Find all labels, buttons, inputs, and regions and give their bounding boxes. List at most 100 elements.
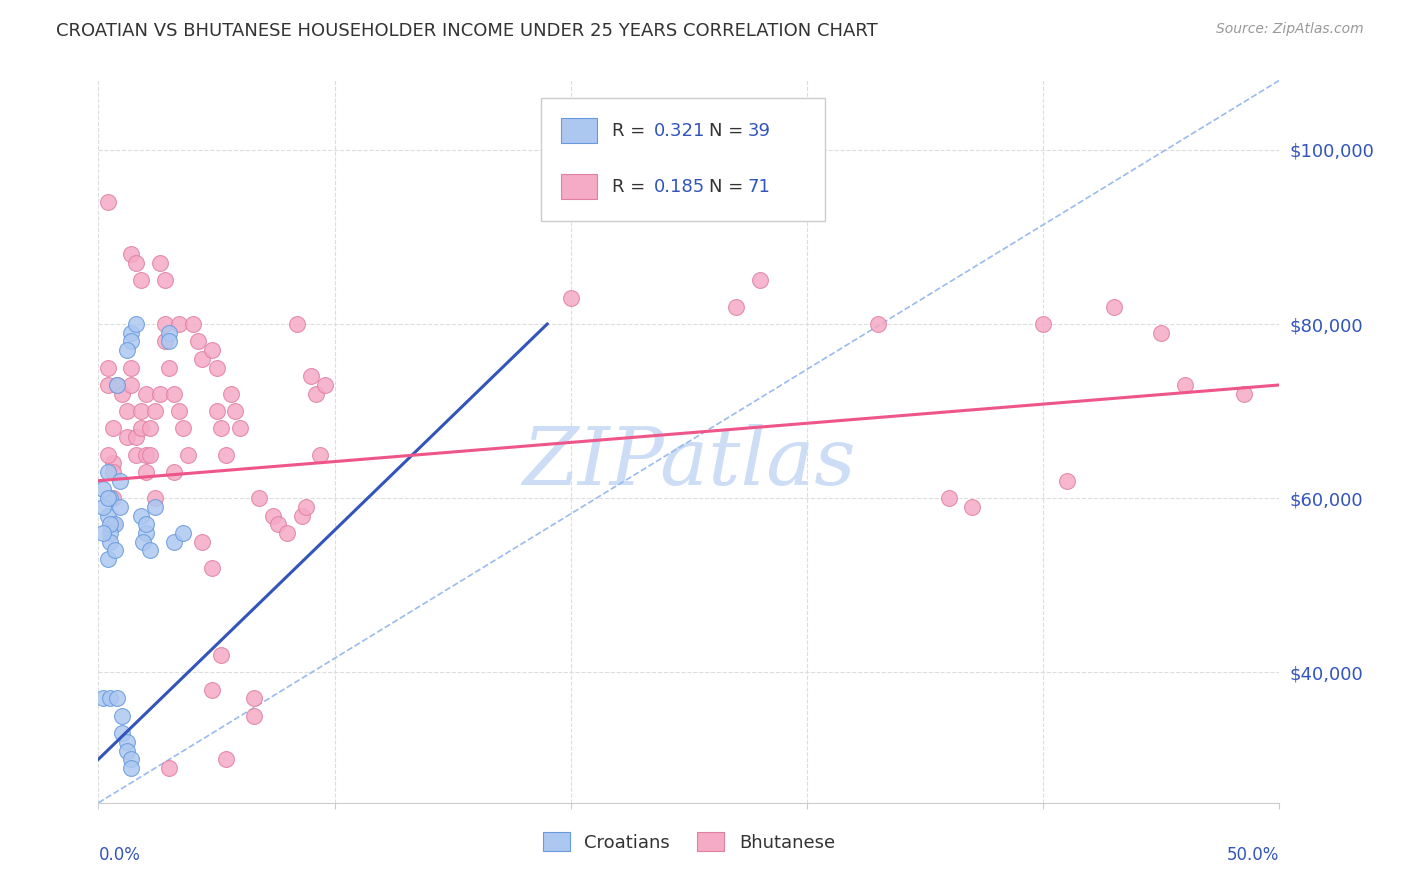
Point xyxy=(153,273,176,287)
Point xyxy=(129,404,152,418)
Point xyxy=(125,430,148,444)
Point xyxy=(267,517,290,532)
Point xyxy=(276,525,298,540)
Point xyxy=(149,386,172,401)
Point xyxy=(172,421,194,435)
Point xyxy=(139,421,162,435)
Point xyxy=(121,761,143,775)
Point xyxy=(157,761,180,775)
Point xyxy=(121,752,143,766)
Point xyxy=(938,491,960,505)
Point xyxy=(105,378,128,392)
Text: 50.0%: 50.0% xyxy=(1227,847,1279,864)
Bar xyxy=(561,118,596,143)
Point xyxy=(299,369,322,384)
Point xyxy=(135,386,157,401)
Point xyxy=(314,378,336,392)
Point xyxy=(101,491,124,505)
Point xyxy=(121,360,143,375)
Point xyxy=(1032,317,1054,331)
Point xyxy=(309,448,332,462)
Point xyxy=(201,343,224,358)
Text: 71: 71 xyxy=(748,178,770,196)
Point xyxy=(167,404,190,418)
Text: 0.185: 0.185 xyxy=(654,178,704,196)
Point xyxy=(163,465,186,479)
Point xyxy=(1102,300,1125,314)
Point xyxy=(191,351,214,366)
Point xyxy=(157,334,180,349)
Point xyxy=(91,691,114,706)
Point xyxy=(305,386,328,401)
Point xyxy=(111,386,134,401)
Point xyxy=(135,448,157,462)
Point xyxy=(105,378,128,392)
Point xyxy=(97,448,120,462)
Point xyxy=(108,474,131,488)
Text: R =: R = xyxy=(612,122,651,140)
Point xyxy=(215,448,238,462)
Point xyxy=(725,300,748,314)
Point xyxy=(224,404,246,418)
Point xyxy=(104,517,127,532)
Point xyxy=(157,326,180,340)
Point xyxy=(111,708,134,723)
Point xyxy=(177,448,200,462)
Point xyxy=(139,448,162,462)
Legend: Croatians, Bhutanese: Croatians, Bhutanese xyxy=(536,825,842,859)
Point xyxy=(98,517,121,532)
Point xyxy=(125,448,148,462)
Point xyxy=(143,491,166,505)
Point xyxy=(285,317,308,331)
Point xyxy=(91,500,114,514)
Point xyxy=(101,465,124,479)
Bar xyxy=(561,174,596,200)
Point xyxy=(149,256,172,270)
Point xyxy=(866,317,889,331)
Point xyxy=(962,500,984,514)
FancyBboxPatch shape xyxy=(541,98,825,221)
Point xyxy=(98,491,121,505)
Point xyxy=(111,726,134,740)
Point xyxy=(97,552,120,566)
Point xyxy=(97,195,120,210)
Point xyxy=(97,508,120,523)
Point xyxy=(201,682,224,697)
Point xyxy=(209,648,232,662)
Point xyxy=(143,404,166,418)
Text: ZIPatlas: ZIPatlas xyxy=(522,425,856,502)
Point xyxy=(115,735,138,749)
Point xyxy=(243,708,266,723)
Point xyxy=(101,421,124,435)
Point xyxy=(91,525,114,540)
Point xyxy=(98,534,121,549)
Point xyxy=(101,517,124,532)
Point xyxy=(125,256,148,270)
Point xyxy=(209,421,232,435)
Point xyxy=(229,421,252,435)
Text: Source: ZipAtlas.com: Source: ZipAtlas.com xyxy=(1216,22,1364,37)
Point xyxy=(201,561,224,575)
Point xyxy=(153,317,176,331)
Point xyxy=(167,317,190,331)
Point xyxy=(98,525,121,540)
Point xyxy=(262,508,284,523)
Point xyxy=(1174,378,1197,392)
Point xyxy=(105,691,128,706)
Point xyxy=(1056,474,1078,488)
Point xyxy=(219,386,242,401)
Point xyxy=(129,421,152,435)
Point xyxy=(153,334,176,349)
Point xyxy=(98,691,121,706)
Point xyxy=(91,483,114,497)
Point xyxy=(129,273,152,287)
Point xyxy=(97,491,120,505)
Point xyxy=(205,404,228,418)
Point xyxy=(104,543,127,558)
Point xyxy=(115,743,138,757)
Text: CROATIAN VS BHUTANESE HOUSEHOLDER INCOME UNDER 25 YEARS CORRELATION CHART: CROATIAN VS BHUTANESE HOUSEHOLDER INCOME… xyxy=(56,22,877,40)
Point xyxy=(135,465,157,479)
Point xyxy=(139,543,162,558)
Point xyxy=(560,291,582,305)
Point xyxy=(181,317,204,331)
